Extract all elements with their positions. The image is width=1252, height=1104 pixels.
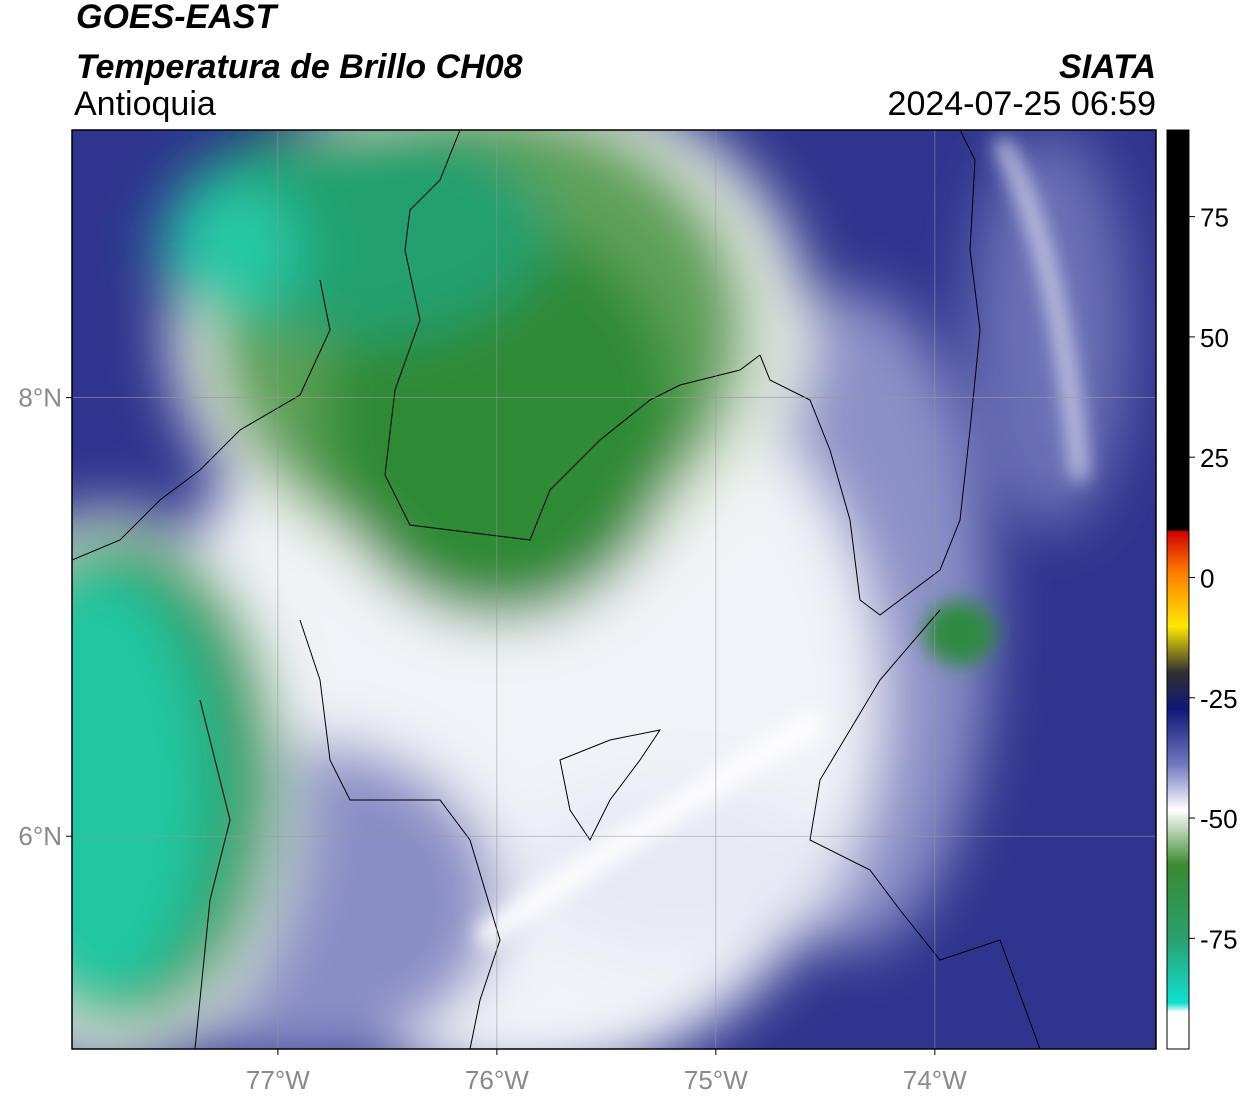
colorbar-tick-label: -50 [1200,804,1238,834]
lon-tick-label: 77°W [246,1065,310,1095]
colorbar-tick-label: -75 [1200,924,1238,954]
region: Antioquia [74,85,216,123]
satellite-image [72,130,1156,1049]
lat-tick-label: 6°N [18,821,62,851]
subtitle: Temperatura de Brillo CH08 [76,48,523,86]
map-frame [71,129,1157,1050]
colorbar-tick-label: 0 [1200,563,1214,593]
lat-tick-label: 8°N [18,383,62,413]
source: SIATA [1059,48,1156,86]
lon-tick-label: 76°W [465,1065,529,1095]
colorbar-tick-label: 75 [1200,203,1229,233]
colorbar [1166,129,1190,1050]
colorbar-tick-label: 25 [1200,443,1229,473]
title: GOES-EAST [76,0,279,36]
lon-tick-label: 75°W [684,1065,748,1095]
colorbar-tick-label: -25 [1200,684,1238,714]
timestamp: 2024-07-25 06:59 [888,85,1156,123]
colorbar-tick-label: 50 [1200,323,1229,353]
lon-tick-label: 74°W [903,1065,967,1095]
